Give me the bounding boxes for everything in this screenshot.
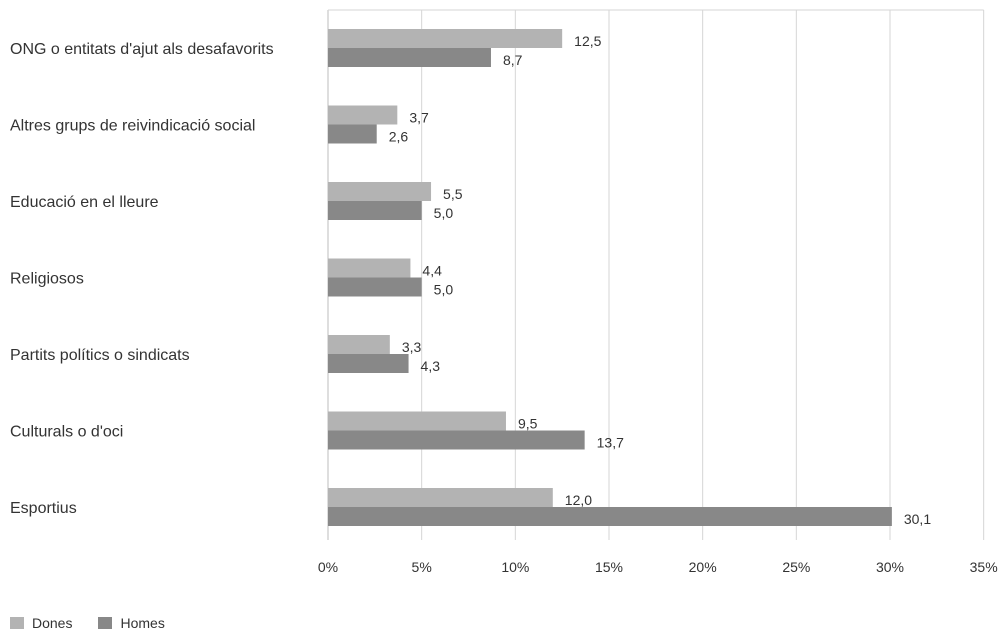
bar-dones — [328, 411, 506, 431]
category-label: Partits polítics o sindicats — [10, 347, 190, 364]
x-tick-label: 0% — [318, 559, 338, 575]
data-label: 30,1 — [904, 511, 931, 527]
data-label: 8,7 — [503, 52, 523, 68]
category-label: Educació en el lleure — [10, 194, 159, 211]
bar-homes — [328, 507, 892, 526]
legend-swatch-homes — [98, 617, 113, 629]
bar-homes — [328, 124, 377, 144]
category-labels: ONG o entitats d'ajut als desafavorits Al… — [10, 41, 274, 517]
bar-dones — [328, 258, 411, 278]
x-tick-label: 20% — [689, 559, 717, 575]
bar-homes — [328, 48, 491, 67]
data-label: 12,0 — [565, 492, 592, 508]
x-tick-label: 35% — [970, 559, 998, 575]
category-label: Esportius — [10, 500, 77, 517]
legend-item-dones: Dones — [10, 615, 72, 631]
bar-homes — [328, 354, 409, 373]
bar-dones — [328, 105, 398, 125]
data-label: 3,7 — [409, 110, 429, 126]
bar-homes — [328, 201, 422, 220]
category-label: ONG o entitats d'ajut als desafavorits — [10, 41, 274, 58]
x-tick-label: 10% — [501, 559, 529, 575]
legend-label-homes: Homes — [120, 615, 165, 631]
x-tick-label: 30% — [876, 559, 904, 575]
bar-homes — [328, 277, 422, 297]
data-label: 9,5 — [518, 416, 538, 432]
data-label: 12,5 — [574, 33, 601, 49]
x-tick-label: 15% — [595, 559, 623, 575]
data-label: 4,3 — [421, 358, 441, 374]
bar-dones — [328, 488, 553, 507]
legend-item-homes: Homes — [98, 615, 165, 631]
legend-swatch-dones — [10, 617, 24, 629]
grid-lines — [327, 9, 985, 540]
data-label: 3,3 — [402, 339, 422, 355]
category-label: Religiosos — [10, 271, 84, 288]
x-tick-label: 25% — [782, 559, 810, 575]
data-label: 5,0 — [434, 205, 454, 221]
x-axis-ticks: 0% 5% 10% 15% 20% 25% 30% 35% — [318, 559, 998, 575]
bars — [328, 29, 892, 526]
data-label: 5,0 — [434, 282, 454, 298]
bar-homes — [328, 430, 585, 450]
bar-dones — [328, 182, 432, 201]
category-label: Altres grups de reivindicació social — [10, 118, 255, 135]
bar-dones — [328, 29, 563, 48]
bar-dones — [328, 335, 390, 354]
legend: Dones Homes — [10, 614, 191, 632]
value-labels: 12,5 8,7 3,72,6 5,5 5,0 4,4 5,0 3,3 4,3 9,5 13,7 12… — [389, 33, 932, 527]
data-label: 4,4 — [422, 263, 442, 279]
data-label: 2,6 — [389, 129, 409, 145]
data-label: 5,5 — [443, 186, 463, 202]
legend-label-dones: Dones — [32, 615, 73, 631]
x-tick-label: 5% — [412, 559, 432, 575]
category-label: Culturals o d'oci — [10, 424, 123, 441]
data-label: 13,7 — [597, 435, 624, 451]
